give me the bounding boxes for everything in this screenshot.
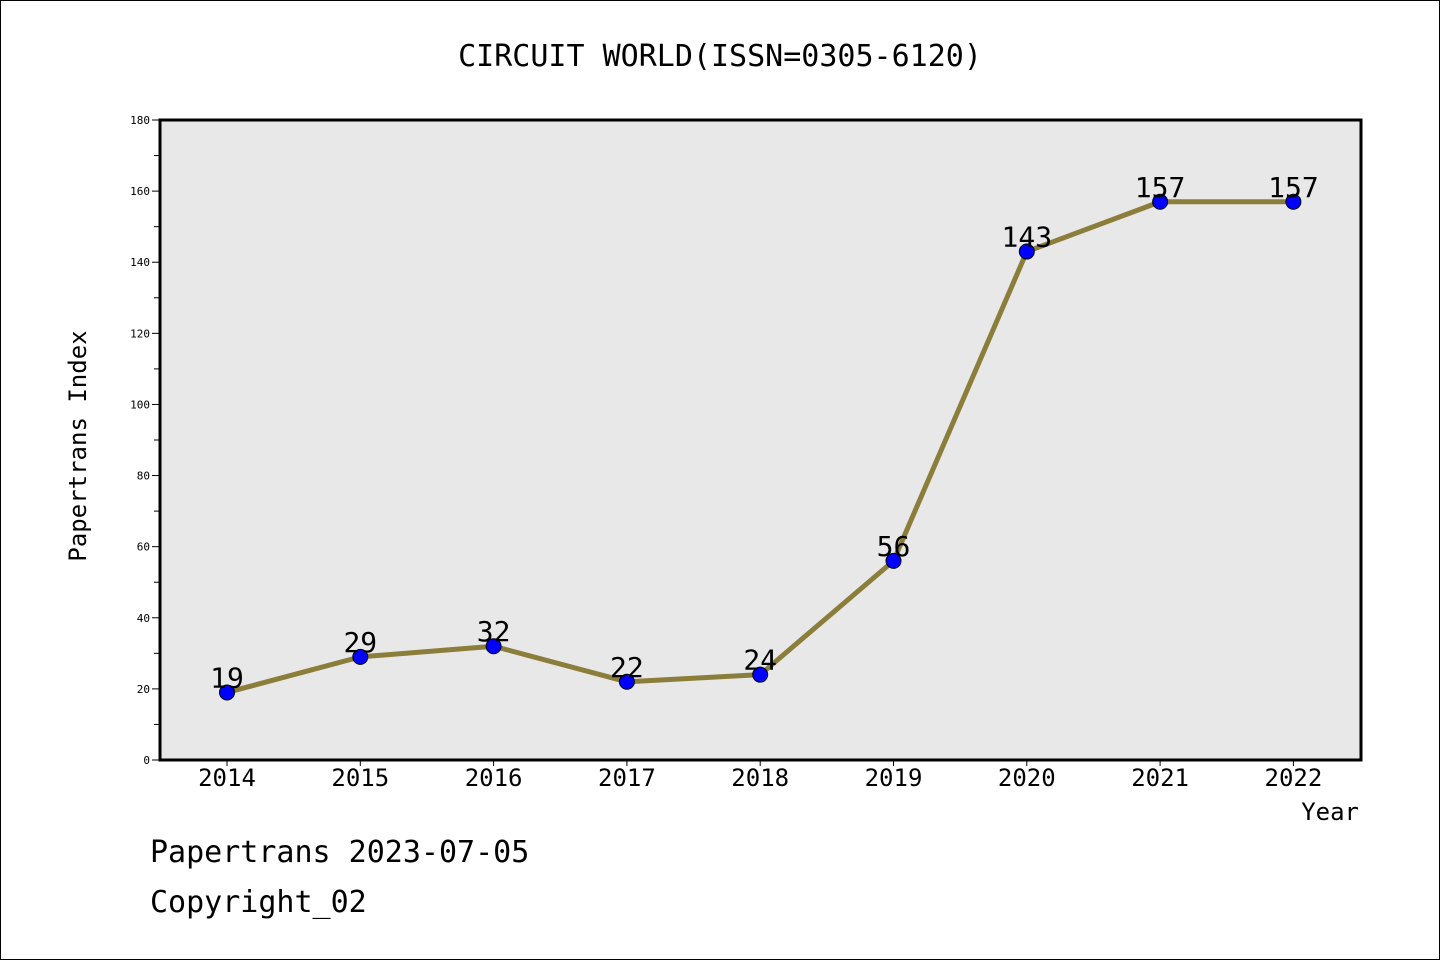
plot-border <box>158 118 1363 762</box>
y-axis: 0 20 40 60 80 100 120 140 160 180 <box>130 114 160 767</box>
x-tick-label: 2020 <box>998 764 1056 792</box>
data-point <box>618 673 635 690</box>
y-tick-label: 100 <box>130 398 150 411</box>
y-tick-label: 60 <box>137 541 150 554</box>
series-layer <box>219 193 1302 701</box>
x-tick-label: 2022 <box>1265 764 1323 792</box>
data-point <box>752 666 769 683</box>
y-tick-label: 40 <box>137 612 150 625</box>
y-tick-label: 140 <box>130 256 150 269</box>
data-label: 56 <box>877 530 911 563</box>
x-tick-label: 2019 <box>865 764 923 792</box>
y-tick-label: 0 <box>143 754 150 767</box>
footer-copyright: Copyright_02 <box>150 885 367 920</box>
x-tick-label: 2014 <box>198 764 256 792</box>
data-label: 19 <box>210 661 244 694</box>
data-point <box>219 684 235 701</box>
x-tick-label: 2018 <box>731 764 789 792</box>
data-label: 24 <box>743 644 777 677</box>
x-tick-label: 2017 <box>598 764 656 792</box>
y-tick-label: 160 <box>130 185 150 198</box>
data-point <box>1285 193 1302 210</box>
x-tick-label: 2016 <box>465 764 523 792</box>
y-tick-label: 120 <box>130 327 150 340</box>
data-point <box>485 638 502 655</box>
data-label: 157 <box>1268 171 1319 204</box>
y-axis-label: Papertrans Index <box>64 330 92 561</box>
x-axis-label: Year <box>1301 798 1359 826</box>
x-tick-label: 2021 <box>1131 764 1189 792</box>
data-label: 22 <box>610 651 644 684</box>
data-point <box>1152 193 1169 210</box>
data-labels: 19 29 32 22 24 56 143 157 157 <box>210 171 1319 695</box>
footer-date: Papertrans 2023-07-05 <box>150 835 530 870</box>
data-label: 157 <box>1135 171 1186 204</box>
data-point <box>352 648 369 665</box>
y-tick-label: 20 <box>137 683 150 696</box>
y-tick-label: 180 <box>130 114 150 127</box>
data-label: 29 <box>343 626 377 659</box>
data-point <box>1018 243 1035 260</box>
x-tick-label: 2015 <box>331 764 389 792</box>
data-label: 32 <box>477 615 511 648</box>
data-label: 143 <box>1002 221 1053 254</box>
chart-title: CIRCUIT WORLD(ISSN=0305-6120) <box>458 39 982 74</box>
y-tick-label: 80 <box>137 470 150 483</box>
x-axis: 2014 2015 2016 2017 2018 2019 2020 2021 2022 <box>198 760 1322 792</box>
data-point <box>885 552 902 569</box>
